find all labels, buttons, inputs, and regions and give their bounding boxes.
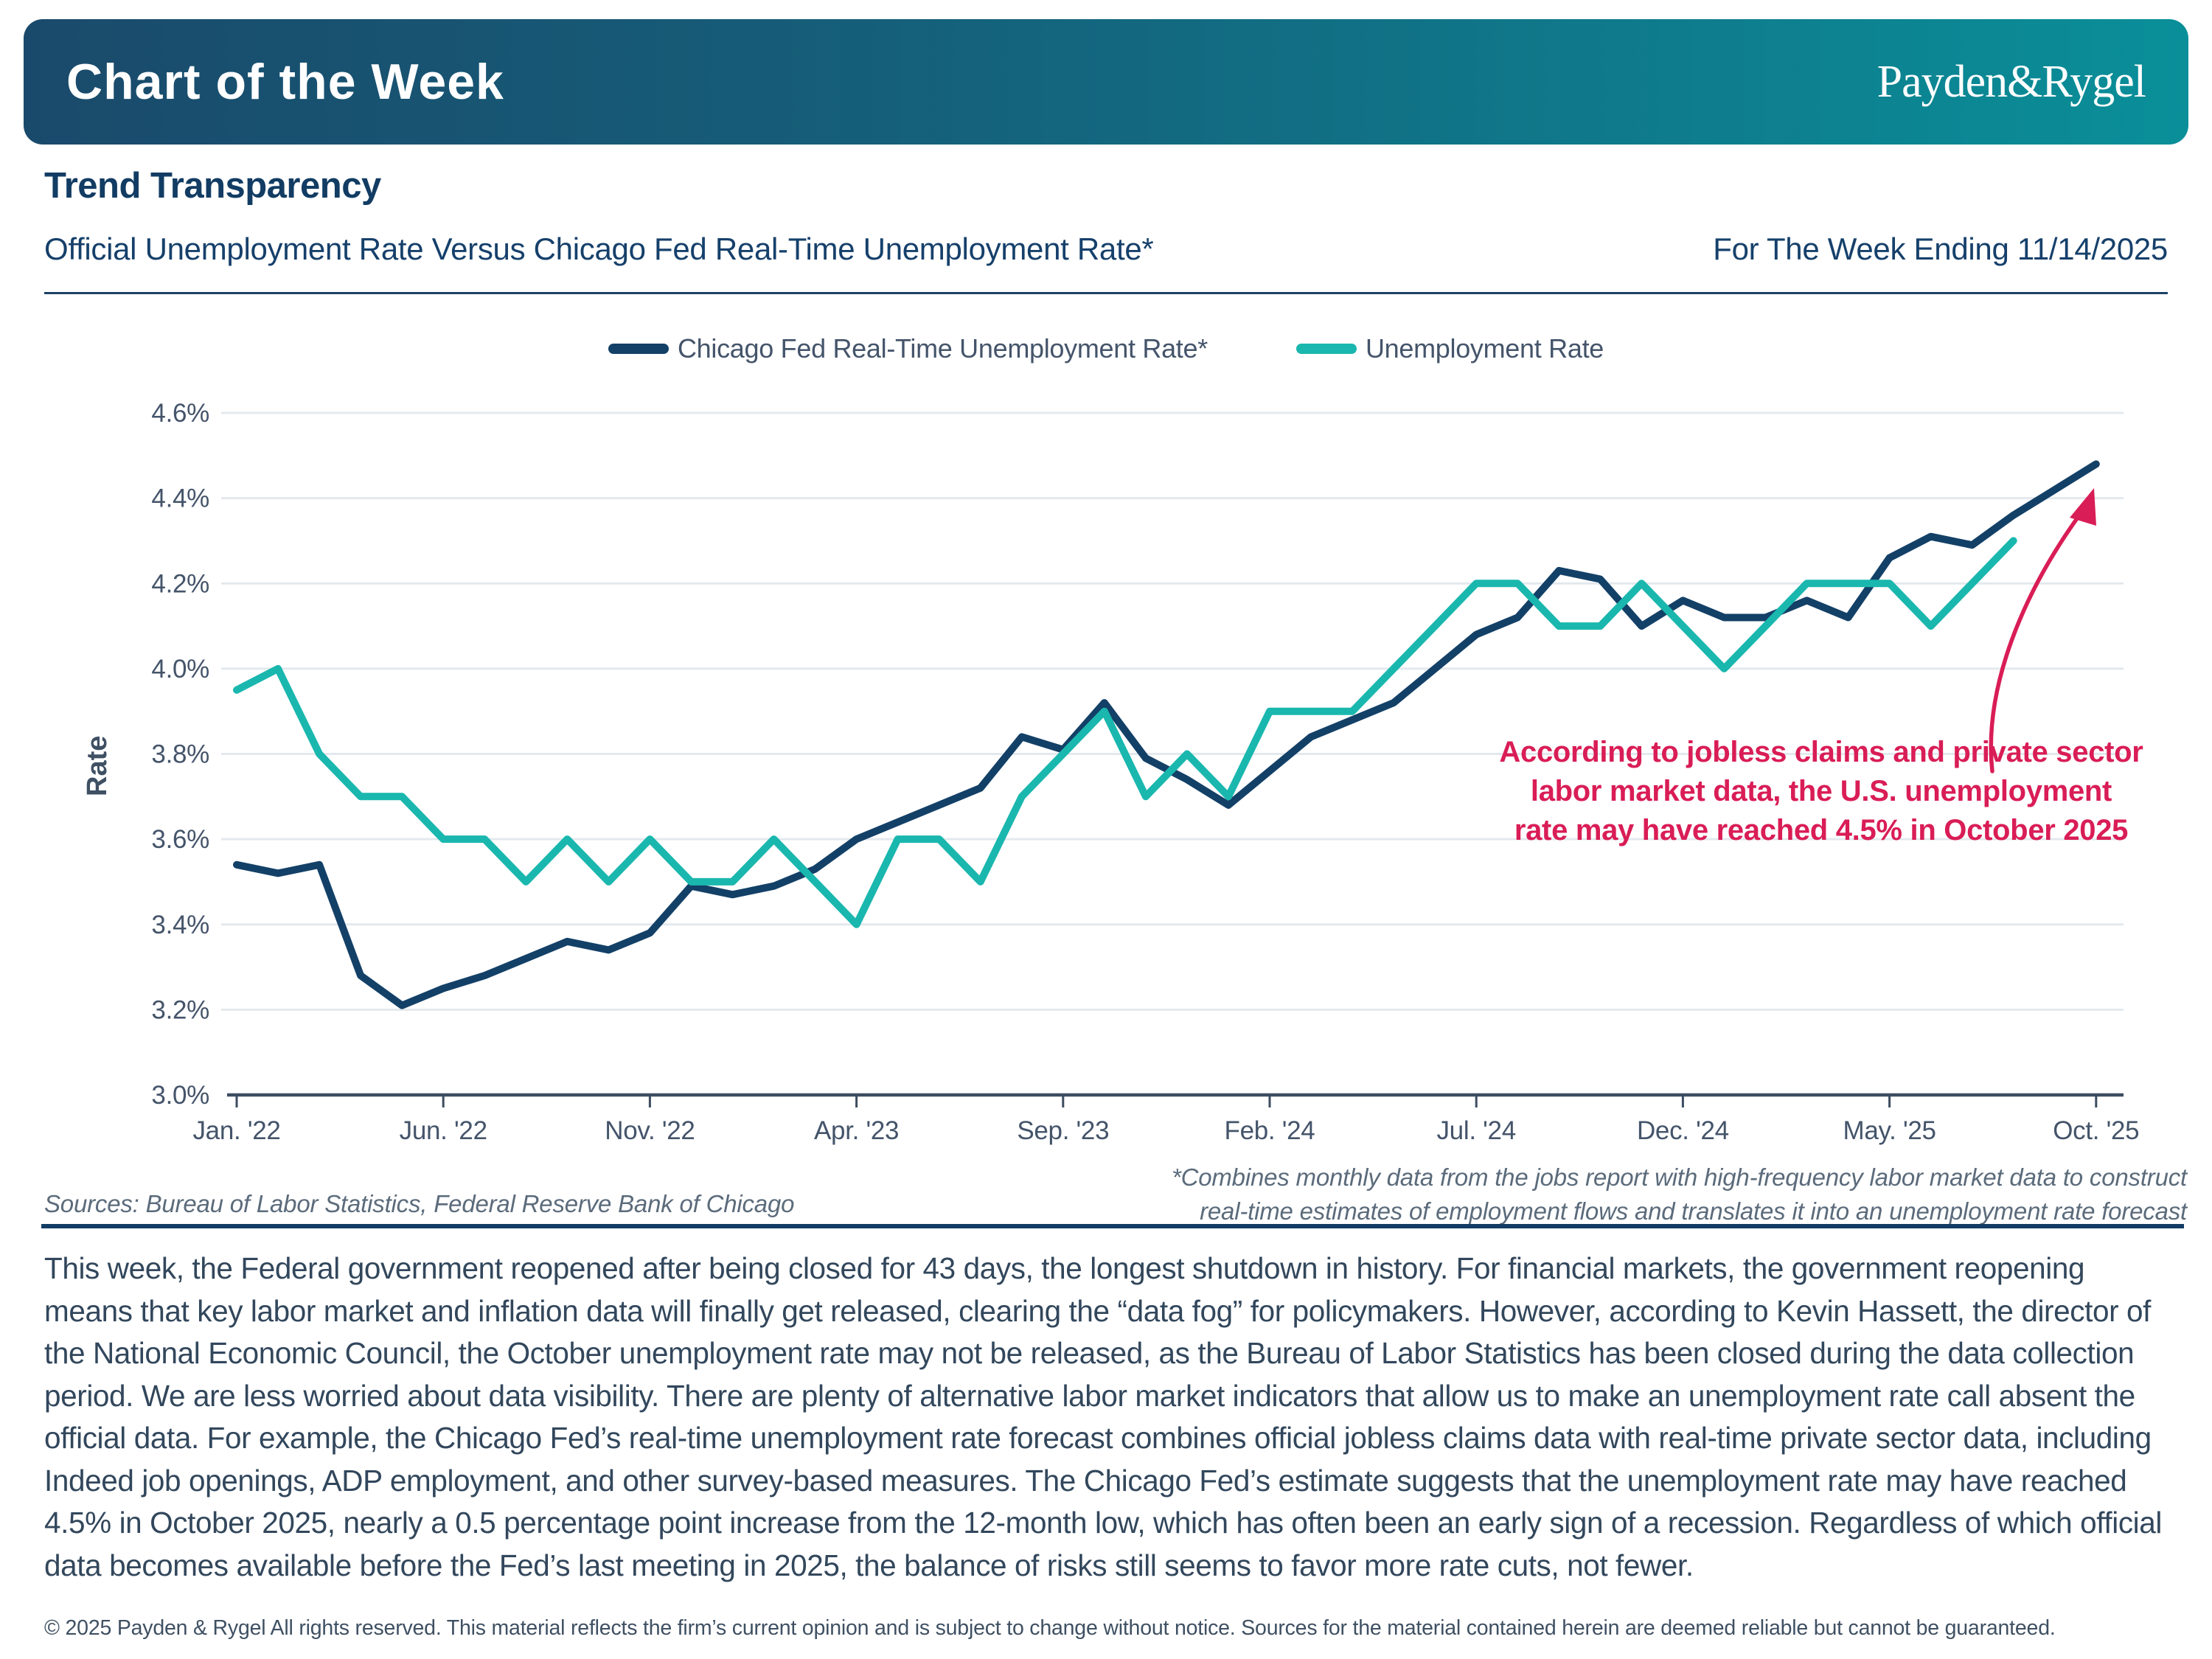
svg-text:Nov. '22: Nov. '22 xyxy=(605,1116,695,1145)
chart-footnote: *Combines monthly data from the jobs rep… xyxy=(1172,1161,2187,1228)
y-axis-title: Rate xyxy=(82,735,113,796)
svg-text:3.8%: 3.8% xyxy=(151,740,209,769)
copyright-disclaimer: © 2025 Payden & Rygel All rights reserve… xyxy=(44,1616,2056,1640)
subtitle-row: Official Unemployment Rate Versus Chicag… xyxy=(44,232,2168,267)
series-line-unemployment xyxy=(233,537,2017,928)
legend-swatch-navy-icon xyxy=(608,344,669,354)
svg-text:Dec. '24: Dec. '24 xyxy=(1637,1116,1729,1145)
svg-text:3.6%: 3.6% xyxy=(151,825,209,854)
week-ending-label: For The Week Ending 11/14/2025 xyxy=(1713,232,2168,266)
legend-item-chicago-fed: Chicago Fed Real-Time Unemployment Rate* xyxy=(608,333,1208,364)
svg-text:Jan. '22: Jan. '22 xyxy=(192,1116,280,1145)
gridlines xyxy=(221,411,2124,1011)
banner-title: Chart of the Week xyxy=(66,54,504,110)
chart-legend: Chicago Fed Real-Time Unemployment Rate*… xyxy=(0,333,2212,364)
annotation-arrow xyxy=(1989,488,2096,773)
svg-text:4.2%: 4.2% xyxy=(151,569,209,598)
banner: Chart of the Week Payden&Rygel xyxy=(24,19,2188,145)
chart-annotation: According to jobless claims and private … xyxy=(1482,733,2160,850)
subtitle-divider xyxy=(44,292,2168,294)
svg-text:4.0%: 4.0% xyxy=(151,655,209,684)
svg-text:Oct. '25: Oct. '25 xyxy=(2053,1116,2139,1145)
svg-text:Sep. '23: Sep. '23 xyxy=(1017,1116,1109,1145)
svg-text:Jun. '22: Jun. '22 xyxy=(400,1116,487,1145)
legend-swatch-teal-icon xyxy=(1295,344,1357,354)
section-divider xyxy=(41,1224,2184,1228)
svg-text:4.4%: 4.4% xyxy=(151,484,209,513)
annotation-line-1: According to jobless claims and private … xyxy=(1499,736,2143,768)
series-lines xyxy=(233,460,2100,1009)
x-axis: Jan. '22 Jun. '22 Nov. '22 Apr. '23 Sep. '23… xyxy=(192,1093,2140,1145)
legend-item-unemployment: Unemployment Rate xyxy=(1295,333,1604,364)
footnote-line-1: *Combines monthly data from the jobs rep… xyxy=(1171,1164,2187,1191)
svg-text:3.0%: 3.0% xyxy=(151,1081,209,1110)
svg-text:4.6%: 4.6% xyxy=(151,399,209,428)
chart-subtitle: Official Unemployment Rate Versus Chicag… xyxy=(44,232,1154,266)
svg-text:3.4%: 3.4% xyxy=(151,911,209,939)
footnote-line-2: real-time estimates of employment flows … xyxy=(1200,1197,2187,1225)
annotation-line-3: rate may have reached 4.5% in October 20… xyxy=(1514,814,2129,846)
legend-label-unemployment: Unemployment Rate xyxy=(1365,333,1604,364)
legend-label-chicago-fed: Chicago Fed Real-Time Unemployment Rate* xyxy=(677,333,1208,364)
svg-text:May. '25: May. '25 xyxy=(1843,1116,1936,1145)
annotation-line-2: labor market data, the U.S. unemployment xyxy=(1530,775,2112,807)
svg-text:3.2%: 3.2% xyxy=(151,995,209,1024)
y-axis-labels: 3.0% 3.2% 3.4% 3.6% 3.8% 4.0% 4.2% 4.4% 4.6% xyxy=(151,399,209,1110)
svg-text:Feb. '24: Feb. '24 xyxy=(1225,1116,1315,1145)
company-logo: Payden&Rygel xyxy=(1877,56,2146,107)
sources-note: Sources: Bureau of Labor Statistics, Fed… xyxy=(44,1190,795,1217)
report-title: Trend Transparency xyxy=(44,166,381,206)
commentary-paragraph: This week, the Federal government reopen… xyxy=(44,1251,2163,1582)
svg-text:Apr. '23: Apr. '23 xyxy=(814,1116,899,1145)
svg-text:Jul. '24: Jul. '24 xyxy=(1436,1116,1515,1145)
